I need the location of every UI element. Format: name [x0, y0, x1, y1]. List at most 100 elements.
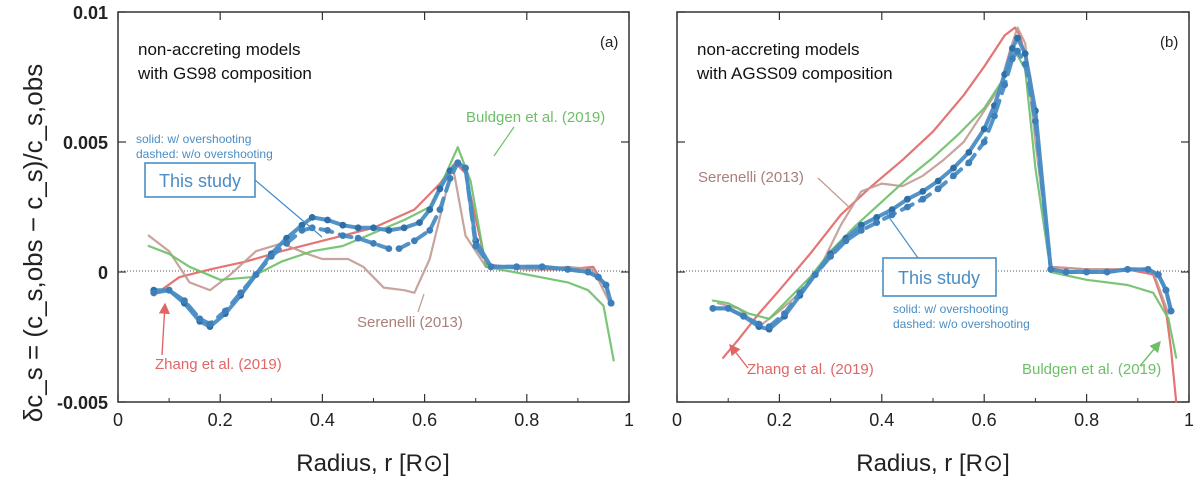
panel-b-zhang-label: Zhang et al. (2019) [747, 361, 874, 378]
panel-b-series-point [980, 138, 988, 146]
panel-a-series-point [324, 216, 331, 224]
panel-a-series-point [400, 224, 408, 232]
y-axis-label: δc_s = (c_s,obs − c_s)/c_s,obs [18, 64, 48, 422]
panel-a-series-point [354, 234, 362, 242]
panel-b-series-line-2 [711, 49, 1178, 359]
panel-b-x-tick-label: 0.4 [869, 410, 894, 430]
panel-a-series-point [395, 245, 403, 253]
panel-a-series-line-2 [147, 146, 615, 362]
panel-b-series-line-0 [721, 26, 1178, 404]
panel-b-tag: (b) [1160, 34, 1178, 51]
panel-b-series-point [950, 164, 957, 172]
panel-a-x-tick-label: 0 [113, 410, 123, 430]
panel-a-x-tick-label: 0.8 [514, 410, 539, 430]
panel-a-serenelli-label: Serenelli (2013) [357, 314, 463, 331]
panel-a-series-point [416, 219, 423, 227]
y-tick-label: -0.005 [57, 393, 108, 413]
panel-b-x-tick-label: 0.6 [972, 410, 997, 430]
panel-b-series-point [857, 221, 865, 229]
panel-a-model-line2: with GS98 composition [137, 64, 312, 83]
panel-a-series [147, 146, 615, 362]
y-tick-label: 0.01 [73, 3, 108, 23]
panel-b-buldgen-label: Buldgen et al. (2019) [1022, 361, 1161, 378]
panel-b-series-point [857, 227, 865, 234]
panel-b-x-tick-label: 0 [672, 410, 682, 430]
panel-b-series-point [919, 188, 927, 195]
panel-b-series-point [1008, 45, 1016, 52]
panel-b-model-line1: non-accreting models [697, 40, 860, 59]
panel-b-series-point [1008, 55, 1016, 63]
panel-a-this-study-label: This study [159, 171, 241, 191]
panel-b-series-point [873, 214, 881, 221]
panel-b-series-point [709, 305, 717, 312]
panel-a-x-axis-label: Radius, r [R⊙] [296, 450, 449, 477]
panel-a-series-point [436, 206, 444, 214]
panel-a-series-point [298, 221, 306, 229]
panel-b-series-point [1014, 47, 1021, 55]
panel-a-buldgen-pointer [493, 126, 515, 157]
panel-b-buldgen-pointer [1139, 340, 1161, 367]
panel-b-series-point [888, 206, 896, 214]
y-tick-label: 0 [98, 263, 108, 283]
panel-a-series-point [196, 315, 204, 323]
panel-a-series-line-0 [152, 161, 610, 297]
panel-a-model-line1: non-accreting models [138, 40, 301, 59]
panel-a-series-point [594, 273, 602, 281]
panel-b-series-point [904, 203, 911, 211]
panel-a-series-point [410, 237, 418, 245]
panel-b-series-point [724, 305, 732, 312]
panel-b-series-point [934, 177, 942, 185]
panel-a-series-point [602, 281, 610, 289]
panel-b-series-point [1032, 117, 1039, 125]
panel-a-series-point [584, 268, 592, 276]
panel-a-series-point [237, 289, 245, 297]
panel-b-series-point [991, 112, 998, 120]
panel-b-x-axis-label: Radius, r [R⊙] [856, 450, 1009, 477]
panel-a-series-point [513, 263, 520, 271]
panel-a-zhang-pointer [158, 302, 171, 356]
panel-a-series-point [298, 227, 306, 234]
panel-b-serenelli-label: Serenelli (2013) [698, 169, 804, 186]
panel-b-series-point [1062, 268, 1070, 276]
panel-b-x-tick-label: 0.2 [767, 410, 792, 430]
panel-b-series-point [827, 253, 834, 260]
panel-a-series-point [339, 232, 347, 240]
panel-a-series-point [354, 224, 362, 232]
panel-a-series-point [267, 253, 275, 260]
panel-b-series-point [1124, 266, 1131, 273]
panel-a-series-point [221, 307, 229, 315]
panel-b-series-point [965, 159, 973, 167]
panel-a-series-point [150, 289, 158, 297]
panel-b-series-point [980, 125, 988, 133]
panel-a-series-point [370, 224, 377, 232]
panel-a-legend-dashed: dashed: w/o overshooting [136, 147, 273, 161]
panel-a-series-point [607, 299, 615, 307]
panel-b-series-point [950, 172, 957, 180]
panel-b-serenelli-pointer [817, 177, 851, 209]
panel-a-series-point [206, 320, 214, 328]
panel-a-series-point [385, 227, 393, 234]
panel-b-series-point [965, 149, 973, 156]
panel-b-series-point [1021, 60, 1029, 68]
panel-a-series-point [472, 242, 480, 250]
panel-a-legend-solid: solid: w/ overshooting [136, 132, 251, 146]
panel-a-series-point [487, 263, 495, 271]
panel-a-series-point [564, 266, 572, 273]
panel-a-series-point [462, 164, 469, 172]
panel-a-x-tick-label: 0.6 [412, 410, 437, 430]
panel-a-x-tick-label: 0.2 [208, 410, 233, 430]
panel-a-series-point [308, 214, 316, 221]
panel-a-series-point [339, 221, 347, 229]
panel-b-series [709, 26, 1178, 404]
panel-a-series-point [283, 240, 291, 247]
panel-a-series-point [426, 227, 434, 234]
panel-b-series-point [919, 195, 927, 203]
panel-b-legend-dashed: dashed: w/o overshooting [893, 317, 1030, 331]
panel-b-series-point [888, 211, 896, 219]
panel-b-series-point [873, 219, 881, 227]
panel-b: 0 0.2 0.4 0.6 0.8 1 (b) non-accreting models … [672, 11, 1194, 477]
panel-b-series-point [755, 320, 763, 328]
panel-b-this-study-label: This study [898, 268, 980, 288]
